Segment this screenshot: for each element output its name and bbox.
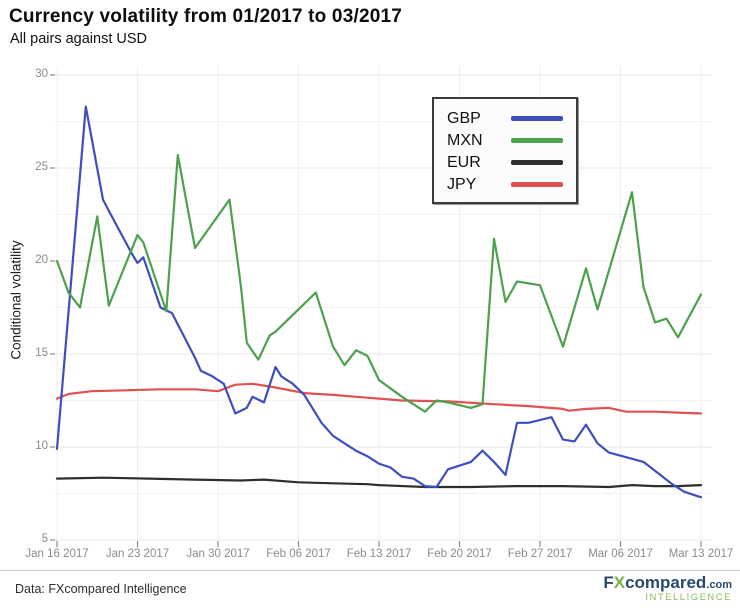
legend-swatch-gbp: [511, 116, 563, 121]
legend-label-eur: EUR: [447, 153, 481, 171]
fxcompared-logo[interactable]: FXcompared.com INTELLIGENCE: [603, 573, 732, 603]
legend-label-mxn: MXN: [447, 131, 483, 149]
series-line-eur: [55, 476, 703, 489]
legend-label-gbp: GBP: [447, 109, 481, 127]
series-line-jpy: [55, 382, 703, 415]
legend-item-mxn: MXN: [447, 130, 563, 151]
series-line-gbp: [55, 105, 703, 499]
x-tick-label: Feb 27 2017: [507, 548, 573, 560]
legend-swatch-eur: [511, 160, 563, 165]
data-source-caption: Data: FXcompared Intelligence: [15, 582, 187, 596]
x-tick-label: Mar 06 2017: [588, 548, 653, 560]
x-tick-label: Feb 13 2017: [346, 548, 412, 560]
y-tick-label-20: 20: [35, 254, 48, 266]
x-tick-label: Feb 06 2017: [266, 548, 331, 560]
legend-item-jpy: JPY: [447, 174, 563, 195]
logo-dotcom: .com: [706, 579, 732, 591]
x-tick-label: Jan 16 2017: [25, 548, 89, 560]
legend-item-gbp: GBP: [447, 108, 563, 129]
legend-label-jpy: JPY: [447, 175, 477, 193]
logo-tagline: INTELLIGENCE: [645, 592, 732, 603]
footer-divider: [0, 570, 740, 571]
chart-subtitle: All pairs against USD: [10, 31, 147, 47]
y-tick-label-15: 15: [35, 347, 48, 359]
legend-swatch-jpy: [511, 182, 563, 187]
x-tick-label: Jan 23 2017: [105, 548, 170, 560]
legend-item-eur: EUR: [447, 152, 563, 173]
x-tick-label: Feb 20 2017: [427, 548, 492, 560]
logo-x-letter: X: [613, 573, 626, 592]
legend-box: GBP MXN EUR JPY: [432, 97, 578, 204]
y-tick-label-5: 5: [41, 533, 48, 545]
x-tick-label: Mar 13 2017: [668, 548, 734, 560]
y-tick-label-25: 25: [35, 161, 48, 173]
y-tick-label-30: 30: [35, 68, 48, 80]
y-tick-label-10: 10: [35, 440, 48, 452]
series-line-mxn: [55, 153, 703, 413]
chart-title: Currency volatility from 01/2017 to 03/2…: [9, 6, 403, 27]
fxcompared-logo-wordmark: FXcompared.com: [603, 573, 732, 592]
legend-swatch-mxn: [511, 138, 563, 143]
x-tick-label: Jan 30 2017: [186, 548, 250, 560]
